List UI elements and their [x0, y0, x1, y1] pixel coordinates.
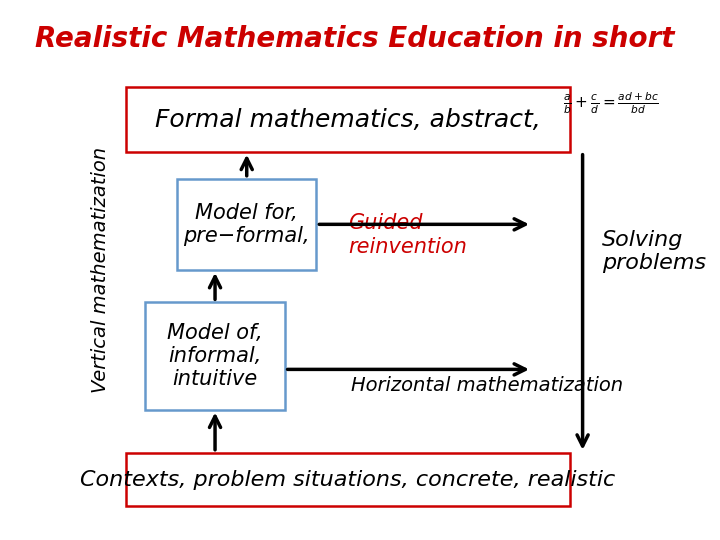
Text: Vertical mathematization: Vertical mathematization [91, 147, 110, 393]
Text: Solving
problems: Solving problems [602, 230, 706, 273]
FancyBboxPatch shape [126, 453, 570, 507]
Text: Model of,
informal,
intuitive: Model of, informal, intuitive [167, 323, 263, 389]
Text: Formal mathematics, abstract,: Formal mathematics, abstract, [156, 107, 541, 132]
Text: $\frac{a}{b}+\frac{c}{d}=\frac{ad+bc}{bd}$: $\frac{a}{b}+\frac{c}{d}=\frac{ad+bc}{bd… [563, 91, 659, 116]
Text: Contexts, problem situations, concrete, realistic: Contexts, problem situations, concrete, … [81, 469, 616, 490]
FancyBboxPatch shape [145, 302, 284, 410]
Text: Guided
reinvention: Guided reinvention [348, 213, 467, 256]
FancyBboxPatch shape [126, 87, 570, 152]
Text: Realistic Mathematics Education in short: Realistic Mathematics Education in short [35, 25, 674, 53]
Text: Horizontal mathematization: Horizontal mathematization [351, 376, 624, 395]
Text: Model for,
pre−formal,: Model for, pre−formal, [184, 202, 310, 246]
FancyBboxPatch shape [177, 179, 316, 270]
